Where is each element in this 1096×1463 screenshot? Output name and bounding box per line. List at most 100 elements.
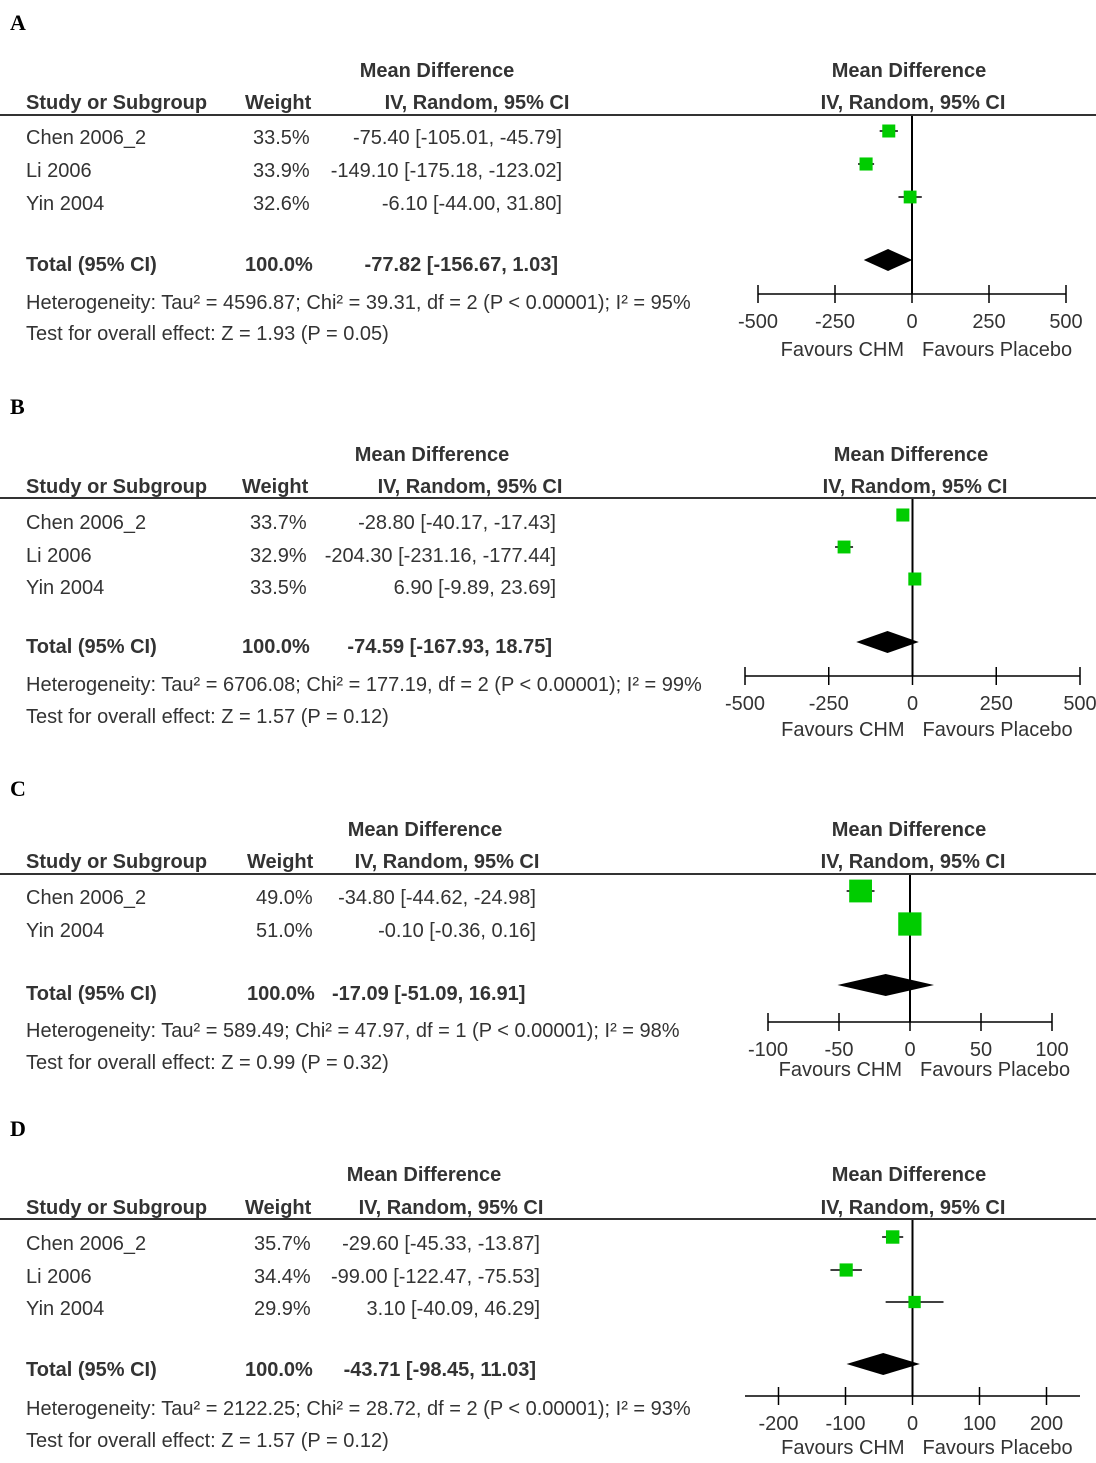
- total-label: Total (95% CI): [26, 983, 157, 1005]
- study-ci: -28.80 [-40.17, -17.43]: [358, 512, 556, 534]
- study-weight: 33.7%: [250, 512, 307, 534]
- x-tick-label: 50: [970, 1039, 992, 1061]
- forest-plot-a: -500 -250 0 250 500 Favours CHM Favours Placeb…: [738, 116, 1083, 361]
- study-weight: 35.7%: [254, 1233, 311, 1255]
- forest-panel-a: A Mean Difference Mean Difference Study …: [0, 0, 1096, 380]
- col-md-sub: IV, Random, 95% CI: [377, 476, 563, 498]
- col-md-sub: IV, Random, 95% CI: [384, 92, 570, 114]
- overall-effect-text: Test for overall effect: Z = 1.57 (P = 0…: [26, 706, 389, 728]
- x-tick-label: 100: [1035, 1039, 1068, 1061]
- study-weight: 33.5%: [250, 577, 307, 599]
- col-md-sub: IV, Random, 95% CI: [358, 1197, 544, 1219]
- plot-sub: IV, Random, 95% CI: [820, 851, 1006, 873]
- col-md-title: Mean Difference: [354, 444, 510, 466]
- col-study-header: Study or Subgroup: [26, 92, 208, 114]
- x-tick-label: -200: [758, 1413, 798, 1435]
- plot-sub: IV, Random, 95% CI: [822, 476, 1008, 498]
- overall-effect-text: Test for overall effect: Z = 1.93 (P = 0…: [26, 323, 389, 345]
- study-ci: -34.80 [-44.62, -24.98]: [338, 887, 536, 909]
- col-study-header: Study or Subgroup: [26, 476, 208, 498]
- study-weight: 32.9%: [250, 545, 307, 567]
- total-ci: -17.09 [-51.09, 16.91]: [332, 983, 526, 1005]
- col-weight-header: Weight: [245, 1197, 312, 1219]
- study-square: [859, 157, 873, 171]
- x-tick-label: 0: [906, 311, 917, 333]
- study-weight: 49.0%: [256, 887, 313, 909]
- x-tick-label: -100: [748, 1039, 788, 1061]
- header-rule: [0, 873, 1096, 875]
- total-weight: 100.0%: [242, 636, 310, 658]
- study-ci: -29.60 [-45.33, -13.87]: [342, 1233, 540, 1255]
- forest-plot-b: -500 -250 0 250 500 Favours CHM Favours Placeb…: [725, 499, 1096, 741]
- plot-title: Mean Difference: [833, 444, 989, 466]
- forest-plot-d: -200 -100 0 100 200 Favours CHM Favours Placeb…: [745, 1220, 1080, 1459]
- col-study-header: Study or Subgroup: [26, 1197, 208, 1219]
- heterogeneity-text: Heterogeneity: Tau² = 589.49; Chi² = 47.…: [26, 1020, 680, 1042]
- x-tick-label: -50: [825, 1039, 854, 1061]
- study-ci: 6.90 [-9.89, 23.69]: [393, 577, 556, 599]
- panel-letter: B: [10, 394, 25, 419]
- total-label: Total (95% CI): [26, 1359, 157, 1381]
- study-ci: -204.30 [-231.16, -177.44]: [324, 545, 556, 567]
- favours-left-label: Favours CHM: [781, 1437, 904, 1459]
- plot-title: Mean Difference: [831, 1164, 987, 1186]
- heterogeneity-text: Heterogeneity: Tau² = 4596.87; Chi² = 39…: [26, 292, 691, 314]
- study-name: Yin 2004: [26, 920, 105, 942]
- study-weight: 33.9%: [253, 160, 310, 182]
- x-tick-label: 0: [907, 1413, 918, 1435]
- study-square: [898, 912, 922, 936]
- x-tick-label: 500: [1063, 693, 1096, 715]
- col-study-header: Study or Subgroup: [26, 851, 208, 873]
- total-label: Total (95% CI): [26, 254, 157, 276]
- plot-sub: IV, Random, 95% CI: [820, 1197, 1006, 1219]
- header-rule: [0, 497, 1096, 499]
- study-ci: -0.10 [-0.36, 0.16]: [378, 920, 536, 942]
- study-ci: -99.00 [-122.47, -75.53]: [330, 1266, 540, 1288]
- study-square: [849, 879, 872, 903]
- total-weight: 100.0%: [245, 1359, 313, 1381]
- plot-title: Mean Difference: [831, 819, 987, 841]
- favours-left-label: Favours CHM: [781, 719, 904, 741]
- x-tick-label: -100: [825, 1413, 865, 1435]
- study-square: [908, 572, 922, 586]
- total-ci: -43.71 [-98.45, 11.03]: [343, 1359, 536, 1381]
- study-weight: 34.4%: [254, 1266, 311, 1288]
- study-square: [896, 508, 910, 522]
- total-ci: -74.59 [-167.93, 18.75]: [347, 636, 552, 658]
- study-name: Chen 2006_2: [26, 512, 147, 534]
- favours-left-label: Favours CHM: [781, 339, 904, 361]
- study-weight: 29.9%: [254, 1298, 311, 1320]
- study-square: [837, 540, 851, 554]
- total-label: Total (95% CI): [26, 636, 157, 658]
- favours-right-label: Favours Placebo: [922, 339, 1072, 361]
- overall-effect-text: Test for overall effect: Z = 0.99 (P = 0…: [26, 1052, 389, 1074]
- col-md-sub: IV, Random, 95% CI: [354, 851, 540, 873]
- total-diamond: [837, 974, 935, 996]
- forest-panel-b: B Mean Difference Mean Difference Study …: [0, 380, 1096, 760]
- favours-right-label: Favours Placebo: [920, 1059, 1070, 1081]
- total-weight: 100.0%: [247, 983, 315, 1005]
- study-ci: -75.40 [-105.01, -45.79]: [352, 127, 562, 149]
- x-tick-label: -500: [738, 311, 778, 333]
- study-square: [908, 1295, 921, 1309]
- study-name: Chen 2006_2: [26, 1233, 147, 1255]
- x-tick-label: -500: [725, 693, 765, 715]
- panel-letter: A: [10, 10, 26, 35]
- study-ci: -6.10 [-44.00, 31.80]: [381, 193, 562, 215]
- x-tick-label: 200: [1030, 1413, 1063, 1435]
- study-square: [839, 1263, 853, 1277]
- heterogeneity-text: Heterogeneity: Tau² = 2122.25; Chi² = 28…: [26, 1398, 691, 1420]
- favours-right-label: Favours Placebo: [923, 1437, 1073, 1459]
- x-tick-label: 250: [980, 693, 1013, 715]
- col-weight-header: Weight: [247, 851, 314, 873]
- x-tick-label: 100: [963, 1413, 996, 1435]
- total-weight: 100.0%: [245, 254, 313, 276]
- col-md-title: Mean Difference: [359, 60, 515, 82]
- overall-effect-text: Test for overall effect: Z = 1.57 (P = 0…: [26, 1430, 389, 1452]
- panel-letter: C: [10, 776, 26, 801]
- col-weight-header: Weight: [245, 92, 312, 114]
- study-weight: 33.5%: [253, 127, 310, 149]
- heterogeneity-text: Heterogeneity: Tau² = 6706.08; Chi² = 17…: [26, 674, 702, 696]
- study-ci: 3.10 [-40.09, 46.29]: [366, 1298, 540, 1320]
- total-diamond: [856, 631, 919, 653]
